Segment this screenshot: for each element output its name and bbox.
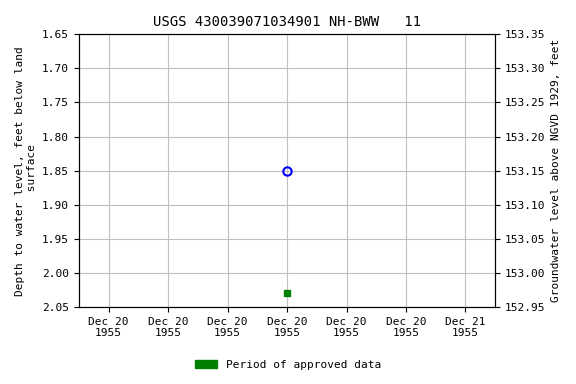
Y-axis label: Groundwater level above NGVD 1929, feet: Groundwater level above NGVD 1929, feet — [551, 39, 561, 302]
Y-axis label: Depth to water level, feet below land
 surface: Depth to water level, feet below land su… — [15, 46, 37, 296]
Legend: Period of approved data: Period of approved data — [191, 356, 385, 375]
Title: USGS 430039071034901 NH-BWW   11: USGS 430039071034901 NH-BWW 11 — [153, 15, 421, 29]
